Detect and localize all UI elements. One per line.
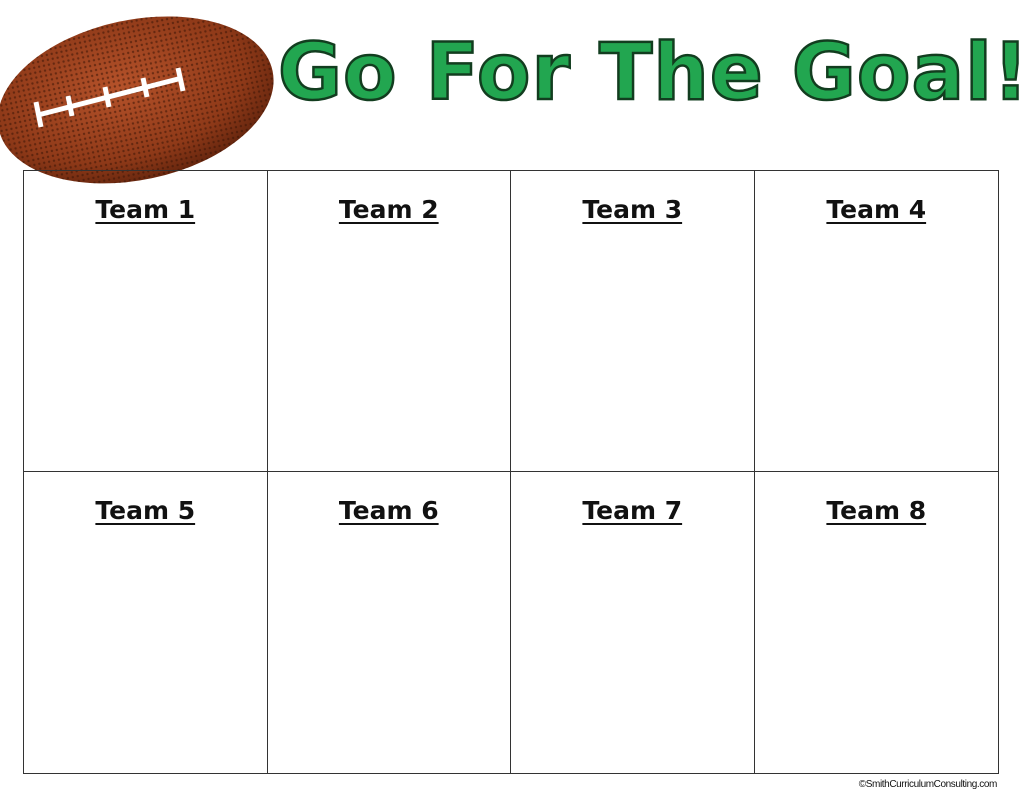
team-label: Team 6 [338,496,439,525]
page-title: Go For The Goal! [277,27,1024,120]
team-cell: Team 1 [24,171,268,472]
team-cell: Team 3 [511,171,755,472]
team-label: Team 8 [826,496,927,525]
team-label: Team 7 [582,496,683,525]
team-cell: Team 6 [268,472,511,773]
team-cell: Team 8 [755,472,999,773]
team-label: Team 1 [95,195,196,224]
team-label: Team 5 [95,496,196,525]
team-label: Team 4 [826,195,927,224]
team-label: Team 2 [338,195,439,224]
team-cell: Team 4 [754,171,998,472]
team-cell: Team 5 [24,472,268,773]
team-grid: Team 1 Team 2 Team 3 Team 4 Team 5 Team … [23,170,999,774]
football-image [0,16,274,184]
team-label: Team 3 [582,195,683,224]
team-cell: Team 2 [267,171,511,472]
team-cell: Team 7 [511,472,755,773]
copyright-footer: ©SmithCurriculumConsulting.com [858,779,998,790]
